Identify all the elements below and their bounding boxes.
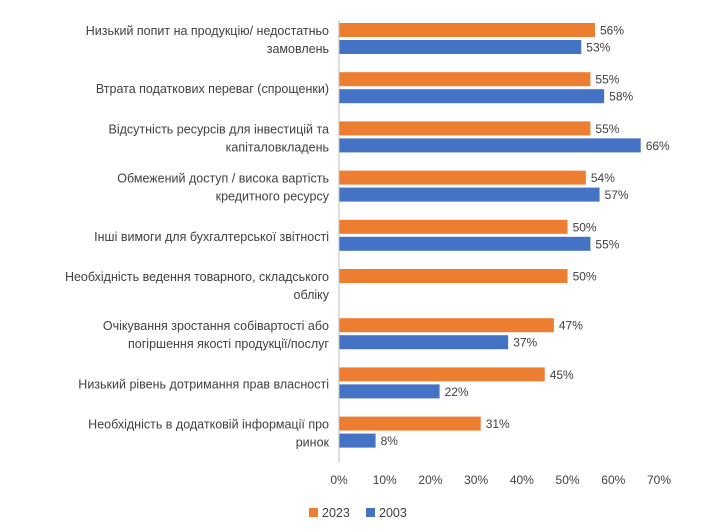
x-tick-label: 30% (464, 473, 488, 487)
category-label: обліку (294, 288, 330, 302)
category-label: кредитного ресурсу (216, 190, 330, 204)
category-label: погіршення якості продукції/послуг (128, 337, 329, 351)
bar-2023-3 (339, 170, 586, 185)
bar-2003-1 (339, 89, 605, 104)
data-label-2003-7: 22% (445, 385, 469, 399)
data-label-2003-8: 8% (381, 434, 399, 448)
bar-2023-4 (339, 219, 568, 234)
value-labels: 56% 53% 55% 58% 55% 66% 54% 57% 50% 55% 50% 47% 37% 4… (381, 24, 670, 449)
category-label: Очікування зростання собівартості або (103, 319, 329, 333)
data-label-2003-0: 53% (586, 41, 610, 55)
x-tick-label: 70% (647, 473, 671, 487)
data-label-2023-1: 55% (595, 73, 619, 87)
legend-swatch-2003 (366, 508, 375, 517)
legend-swatch-2023 (309, 508, 318, 517)
x-axis-tick-labels: 0% 10% 20% 30% 40% 50% 60% 70% (330, 473, 671, 487)
category-label: ринок (296, 436, 330, 450)
data-label-2023-2: 55% (595, 122, 619, 136)
category-label: Необхідність в додатковій інформації про (88, 418, 329, 432)
data-label-2003-2: 66% (646, 139, 670, 153)
category-label: Обмежений доступ / висока вартість (117, 172, 329, 186)
category-label: капіталовкладень (226, 140, 329, 154)
data-label-2003-4: 55% (595, 237, 619, 251)
data-label-2023-3: 54% (591, 171, 615, 185)
category-labels: Низький попит на продукцію/ недостатньо з… (65, 24, 330, 450)
bar-2023-8 (339, 416, 481, 431)
bars (339, 23, 641, 448)
bar-2003-3 (339, 187, 600, 202)
x-tick-label: 0% (330, 473, 348, 487)
bar-2023-7 (339, 367, 545, 382)
data-label-2023-0: 56% (600, 24, 624, 38)
category-label: Низький рівень дотримання прав власності (78, 377, 329, 391)
x-tick-label: 50% (556, 473, 580, 487)
bar-2023-1 (339, 72, 591, 87)
bar-2023-5 (339, 269, 568, 283)
category-label: Низький попит на продукцію/ недостатньо (86, 24, 329, 38)
data-label-2023-5: 50% (573, 270, 597, 284)
category-label: Відсутність ресурсів для інвестицій та (109, 122, 330, 136)
bar-2003-6 (339, 335, 509, 350)
bar-2003-8 (339, 433, 376, 448)
data-label-2003-6: 37% (513, 336, 537, 350)
data-label-2023-4: 50% (573, 220, 597, 234)
x-tick-label: 60% (601, 473, 625, 487)
category-label: замовлень (267, 42, 329, 56)
bar-2003-0 (339, 40, 582, 54)
bar-2023-6 (339, 318, 554, 333)
data-label-2023-8: 31% (486, 417, 510, 431)
bar-2023-2 (339, 121, 591, 136)
legend: 2023 2003 (309, 506, 407, 520)
category-label: Втрата податкових переваг (спрощенки) (96, 82, 329, 96)
legend-label-2023: 2023 (322, 506, 350, 520)
x-tick-label: 20% (418, 473, 442, 487)
data-label-2023-6: 47% (559, 319, 583, 333)
x-tick-label: 40% (510, 473, 534, 487)
bar-2003-7 (339, 384, 440, 399)
data-label-2023-7: 45% (550, 368, 574, 382)
category-label: Необхідність ведення товарного, складськ… (65, 270, 329, 284)
data-label-2003-3: 57% (605, 188, 629, 202)
legend-label-2003: 2003 (379, 506, 407, 520)
category-label: Інші вимоги для бухгалтерської звітності (94, 230, 329, 244)
bar-2023-0 (339, 23, 595, 37)
bar-2003-2 (339, 138, 641, 153)
x-tick-label: 10% (373, 473, 397, 487)
data-label-2003-1: 58% (609, 90, 633, 104)
bar-2003-4 (339, 236, 591, 251)
